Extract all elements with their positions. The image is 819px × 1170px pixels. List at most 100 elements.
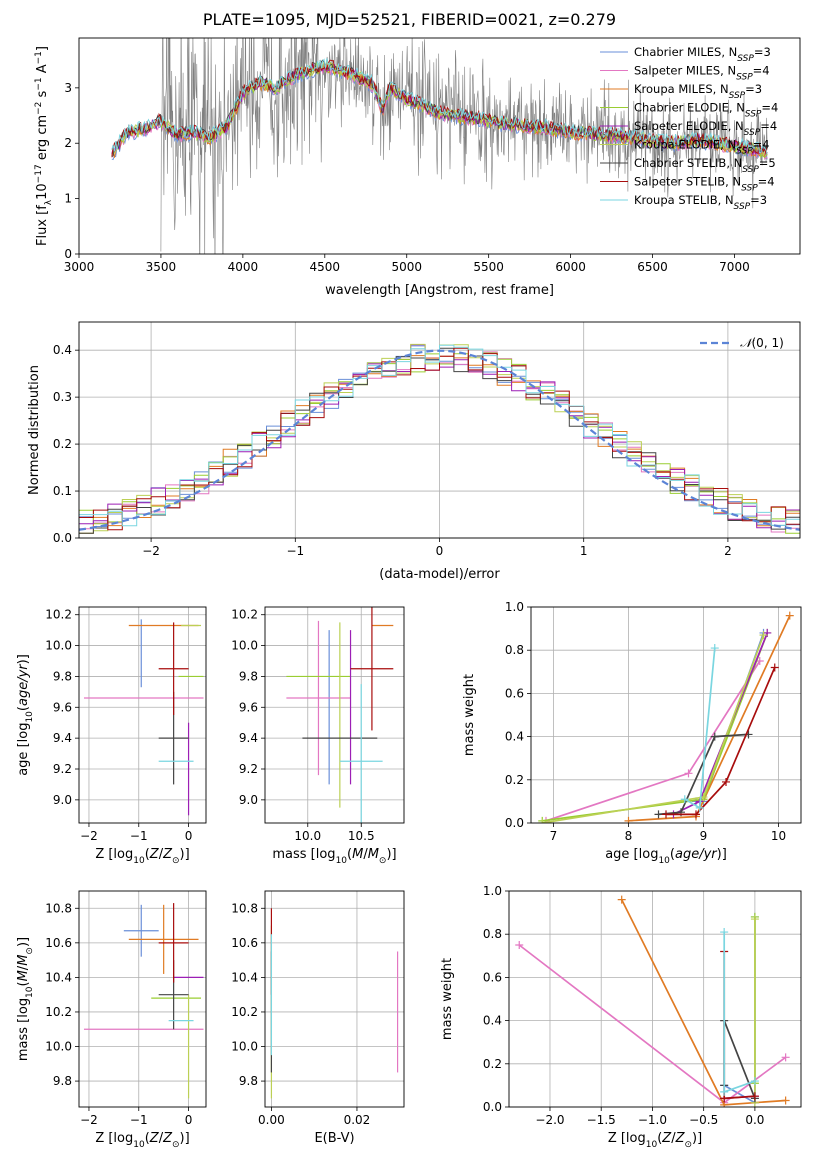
label-part: ( [657,1131,662,1146]
x-tick-label: 6500 [637,260,668,274]
weight_vs_Z-axes: −2.0 −1.5 −1.0 −0.5 0.0 0.0 0.2 0.4 0.6 0.8 1.0 [483,884,801,1127]
label-part: )] [16,937,31,947]
label-part: N [734,156,743,170]
label-part: )] [16,654,31,664]
x-tick-label: −1.5 [587,1113,616,1127]
mass_vs_Z-frame [78,890,207,1108]
weight-marker-salpeter_miles [781,1053,790,1062]
weight-marker-kroupa_stelib [695,803,704,812]
label-part: / [159,1131,164,1146]
mass_vs_ebv-xlabel: E(B-V) [314,1131,354,1146]
weight-marker-salpeter_miles [515,941,524,949]
y-tick-label: 0.6 [505,686,524,700]
label-part: M [16,955,31,966]
label-part: mass weight [440,958,455,1040]
x-tick-label: −1.0 [638,1113,667,1127]
y-tick-label: 10.0 [231,639,258,653]
label-part: mass [log [272,847,335,862]
age_vs_Z-xlabel: Z [log10(Z/Z⊙)] [95,847,189,866]
y-tick-label: 9.4 [239,731,258,745]
x-tick-label: 4000 [228,260,259,274]
weight-marker-salpeter_stelib [722,777,730,786]
y-tick-label: 0.3 [53,390,72,404]
age_vs_mass-plot [286,607,394,823]
label-part: Salpeter MILES, [634,64,727,78]
label-part: )] [717,847,727,862]
weight-marker-kroupa_elodie [750,915,759,924]
weight-marker-kroupa_stelib [680,795,689,804]
label-part: SSP [729,91,746,101]
y-tick-label: 9.0 [239,793,258,807]
label-part: Z [162,847,173,862]
label-part: M [352,847,363,862]
label-part: =4 [753,138,770,152]
y-tick-label: 2 [64,136,72,150]
mass_vs_Z-plot [83,903,204,1099]
y-tick-label: 10.2 [45,608,72,622]
label-part: ⊙ [379,856,387,866]
weight-marker-kroupa_miles [781,1096,790,1105]
label-part: age/yr [675,847,718,862]
label-part: =3 [745,82,762,96]
label-part: Salpeter STELIB, [634,175,732,189]
weight-marker-salpeter_elodie [763,628,772,637]
x-tick-label: 0 [185,829,193,843]
y-tick-label: 10.0 [45,639,72,653]
x-tick-label: −2 [80,829,98,843]
label-part: =3 [754,45,771,59]
label-part: SSP [737,54,754,64]
weight_vs_Z-frame [508,890,802,1108]
label-part: M [16,970,31,981]
y-tick-label: 1.0 [505,600,524,614]
spectrum-xlabel: wavelength [Angstrom, rest frame] [325,283,554,298]
label-part: N [729,45,738,59]
weight-line-salpeter_stelib [666,667,776,816]
x-tick-label: −1 [130,829,148,843]
x-tick-label: 5500 [473,260,504,274]
label-part: / [363,847,368,862]
y-tick-label: 10.2 [231,1005,258,1019]
legend-entry: Kroupa ELODIE, NSSP=4 [634,138,770,157]
y-tick-label: 10.6 [45,936,72,950]
label-part: −1 [34,51,44,64]
label-part: N [732,175,741,189]
label-part: N [735,119,744,133]
label-part: −1 [34,77,44,90]
y-tick-label: 10.4 [231,970,258,984]
label-part: ( [670,847,675,862]
x-tick-label: −2.0 [535,1113,564,1127]
label-part: Z [675,1131,686,1146]
label-part: =5 [759,156,776,170]
x-tick-label: 0 [185,1113,193,1127]
label-part: SSP [745,110,762,120]
x-tick-label: 5000 [391,260,422,274]
y-tick-label: 10.0 [231,1040,258,1054]
label-part: ( [145,1131,150,1146]
x-tick-label: 6000 [555,260,586,274]
y-tick-label: 0.0 [483,1100,502,1114]
figure-title: PLATE=1095, MJD=52521, FIBERID=0021, z=0… [202,10,617,29]
label-part: / [159,847,164,862]
x-tick-label: 8 [625,829,633,843]
weight-marker-kroupa_elodie [759,631,768,640]
label-part: A [35,64,50,77]
label-part: age [log [16,723,31,776]
weight_vs_Z-plot [515,895,790,1107]
label-part: SSP [744,128,761,138]
label-part: ⊙ [25,947,35,955]
label-part: )] [692,1131,702,1146]
label-part: (0, 1) [752,336,784,350]
label-part: =3 [750,193,767,207]
normal-curve [79,349,800,531]
label-part: Normed distribution [27,365,42,495]
y-tick-label: 1.0 [483,884,502,898]
weight-marker-kroupa_stelib [710,644,719,653]
weight-line-chabrier_stelib [658,733,749,816]
weight_vs_Z-xlabel: Z [log10(Z/Z⊙)] [608,1131,702,1150]
label-part: N [720,82,729,96]
y-tick-label: 0.8 [505,643,524,657]
y-tick-label: 0.8 [483,927,502,941]
weight-marker-kroupa_miles [617,895,626,904]
x-tick-label: 2 [724,544,732,558]
label-part: =4 [760,119,777,133]
